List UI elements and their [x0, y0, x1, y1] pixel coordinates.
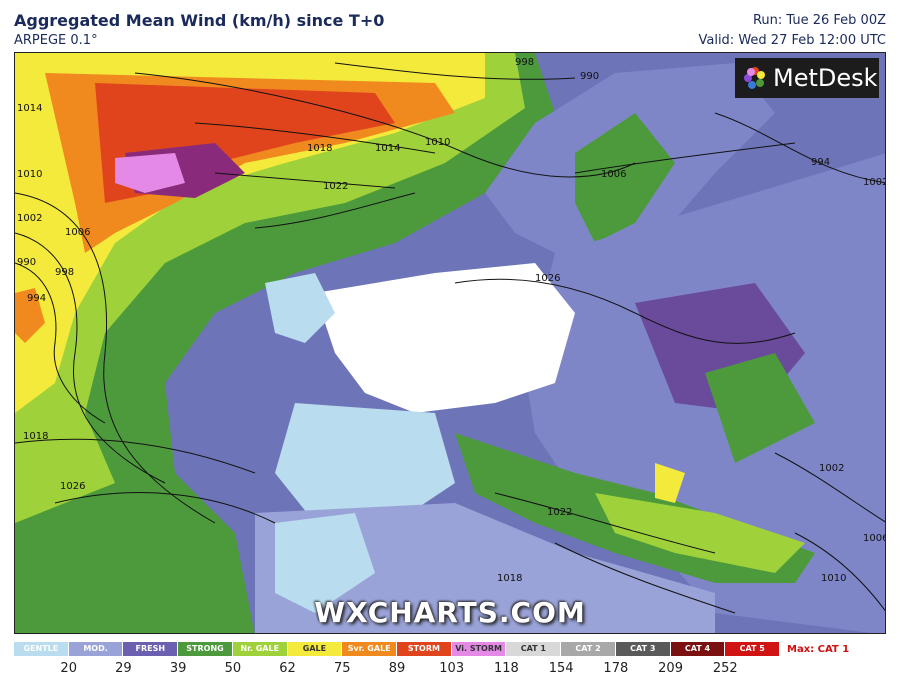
- legend-cell: CAT 3: [615, 642, 671, 656]
- legend-tick-label: 178: [603, 661, 629, 676]
- isobar-label: 1006: [65, 227, 90, 238]
- legend-tick-label: 20: [60, 661, 77, 676]
- isobar-label: 1018: [307, 143, 332, 154]
- metdesk-logo: MetDesk: [735, 58, 879, 98]
- legend-cell: CAT 4: [670, 642, 726, 656]
- isobar-label: 1018: [497, 573, 522, 584]
- legend-cell: Nr. GALE: [232, 642, 288, 656]
- isobar-label: 1010: [821, 573, 846, 584]
- legend-tick-label: 154: [548, 661, 574, 676]
- isobar-label: 1010: [425, 137, 450, 148]
- legend-tick-label: 118: [494, 661, 519, 676]
- model-name: ARPEGE 0.1°: [14, 33, 98, 48]
- legend-cell: STORM: [397, 642, 452, 656]
- legend-cell: CAT 1: [506, 642, 562, 656]
- isobar-label: 1022: [323, 181, 348, 192]
- isobar-label: 1026: [535, 273, 560, 284]
- isobar-label: 1014: [375, 143, 400, 154]
- isobar-label: 998: [515, 57, 534, 68]
- isobar-label: 1002: [17, 213, 42, 224]
- legend-cell: CAT 5: [725, 642, 781, 656]
- wind-legend: GENTLE MOD. FRESH STRONG Nr. GALE GALE Svr. GA…: [14, 642, 781, 656]
- isobar-label: 1026: [60, 481, 85, 492]
- metdesk-flower-icon: [744, 67, 765, 89]
- wxcharts-watermark: WXCHARTS.COM: [314, 596, 586, 629]
- isobar-label: 1018: [23, 431, 48, 442]
- wind-map: 998 990 1014 1018 1014 1010 1010 1022 10…: [14, 52, 886, 634]
- run-time: Run: Tue 26 Feb 00Z: [752, 13, 886, 28]
- chart-title: Aggregated Mean Wind (km/h) since T+0: [14, 11, 385, 30]
- legend-tick-label: 209: [658, 661, 683, 676]
- metdesk-logo-text: MetDesk: [773, 64, 878, 92]
- legend-tick-label: 62: [279, 661, 296, 676]
- isobar-label: 1006: [863, 533, 886, 544]
- isobar-labels: 998 990 1014 1018 1014 1010 1010 1022 10…: [17, 57, 886, 584]
- legend-ticks: 20 29 39 50 62 75 89 103 118 154 178 209 252: [14, 661, 780, 677]
- legend-tick-label: 252: [712, 661, 738, 676]
- isobar-label: 1010: [17, 169, 42, 180]
- wind-map-canvas: 998 990 1014 1018 1014 1010 1010 1022 10…: [15, 53, 886, 633]
- isobar-label: 990: [580, 71, 599, 82]
- isobar-label: 1002: [819, 463, 844, 474]
- isobar-label: 1014: [17, 103, 42, 114]
- isobar-label: 1022: [547, 507, 572, 518]
- legend-tick-label: 50: [224, 661, 242, 676]
- legend-tick-label: 75: [334, 661, 351, 676]
- legend-tick-label: 103: [439, 661, 465, 676]
- legend-cell: GENTLE: [14, 642, 69, 656]
- valid-time: Valid: Wed 27 Feb 12:00 UTC: [698, 33, 886, 48]
- legend-tick-label: 39: [169, 661, 187, 676]
- isobar-label: 1002: [863, 177, 886, 188]
- legend-cell: FRESH: [123, 642, 179, 656]
- legend-tick-label: 29: [115, 661, 132, 676]
- legend-cell: Vi. STORM: [451, 642, 507, 656]
- isobar-label: 998: [55, 267, 74, 278]
- legend-cell: STRONG: [178, 642, 233, 656]
- isobar-label: 994: [27, 293, 46, 304]
- legend-cell: Svr. GALE: [342, 642, 398, 656]
- legend-cell: MOD.: [68, 642, 124, 656]
- isobar-label: 990: [17, 257, 36, 268]
- legend-max-label: Max: CAT 1: [787, 644, 850, 655]
- isobar-label: 1006: [601, 169, 626, 180]
- legend-cell: CAT 2: [561, 642, 616, 656]
- legend-cell: GALE: [287, 642, 343, 656]
- legend-tick-label: 89: [388, 661, 406, 676]
- isobar-label: 994: [811, 157, 830, 168]
